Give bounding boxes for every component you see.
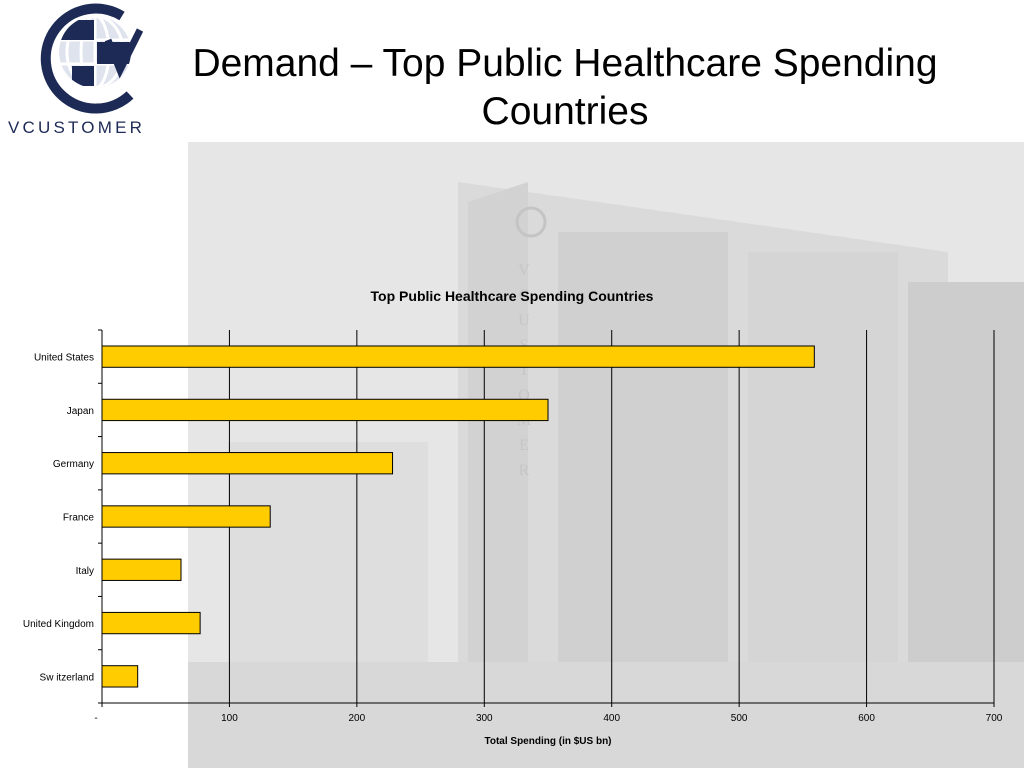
y-category-label: United Kingdom — [23, 619, 94, 630]
bars — [101, 345, 815, 688]
bar-france — [101, 505, 271, 528]
chart-title: Top Public Healthcare Spending Countries — [371, 288, 654, 304]
y-category-label: Germany — [53, 459, 94, 470]
x-tick-label: 600 — [858, 713, 875, 724]
logo-text: VCUSTOMER — [8, 118, 146, 137]
grid-lines — [228, 330, 995, 703]
y-category-label: Sw itzerland — [40, 672, 94, 683]
y-category-label: Japan — [67, 406, 94, 417]
x-tick-label: 500 — [731, 713, 748, 724]
y-category-label: France — [63, 513, 95, 524]
tick-labels: - 100 200 300 400 500 600 700 United States Japan… — [23, 353, 1003, 724]
bar-united-kingdom — [101, 611, 201, 635]
backdrop-vertical-text: VCUSTOMER — [516, 262, 533, 487]
x-tick-label: 400 — [603, 713, 620, 724]
bar-sw-itzerland — [101, 665, 139, 688]
bar-japan — [101, 398, 549, 422]
y-category-label: United States — [34, 353, 94, 364]
x-tick-label: 700 — [986, 713, 1003, 724]
x-axis-label: Total Spending (in $US bn) — [484, 736, 611, 747]
bar-germany — [101, 452, 394, 475]
x-tick-label: 300 — [476, 713, 493, 724]
bar-italy — [101, 558, 182, 581]
vcustomer-logo: VCUSTOMER — [0, 0, 190, 145]
slide-title: Demand – Top Public Healthcare Spending … — [192, 42, 938, 133]
x-tick-label: 200 — [349, 713, 366, 724]
x-tick-label: - — [94, 713, 97, 724]
bar-united-states — [101, 345, 815, 368]
building-backdrop: VCUSTOMER — [188, 142, 1024, 768]
axes — [98, 329, 995, 707]
globe-logo-icon — [40, 3, 144, 114]
x-tick-label: 100 — [221, 713, 238, 724]
y-category-label: Italy — [76, 566, 94, 577]
